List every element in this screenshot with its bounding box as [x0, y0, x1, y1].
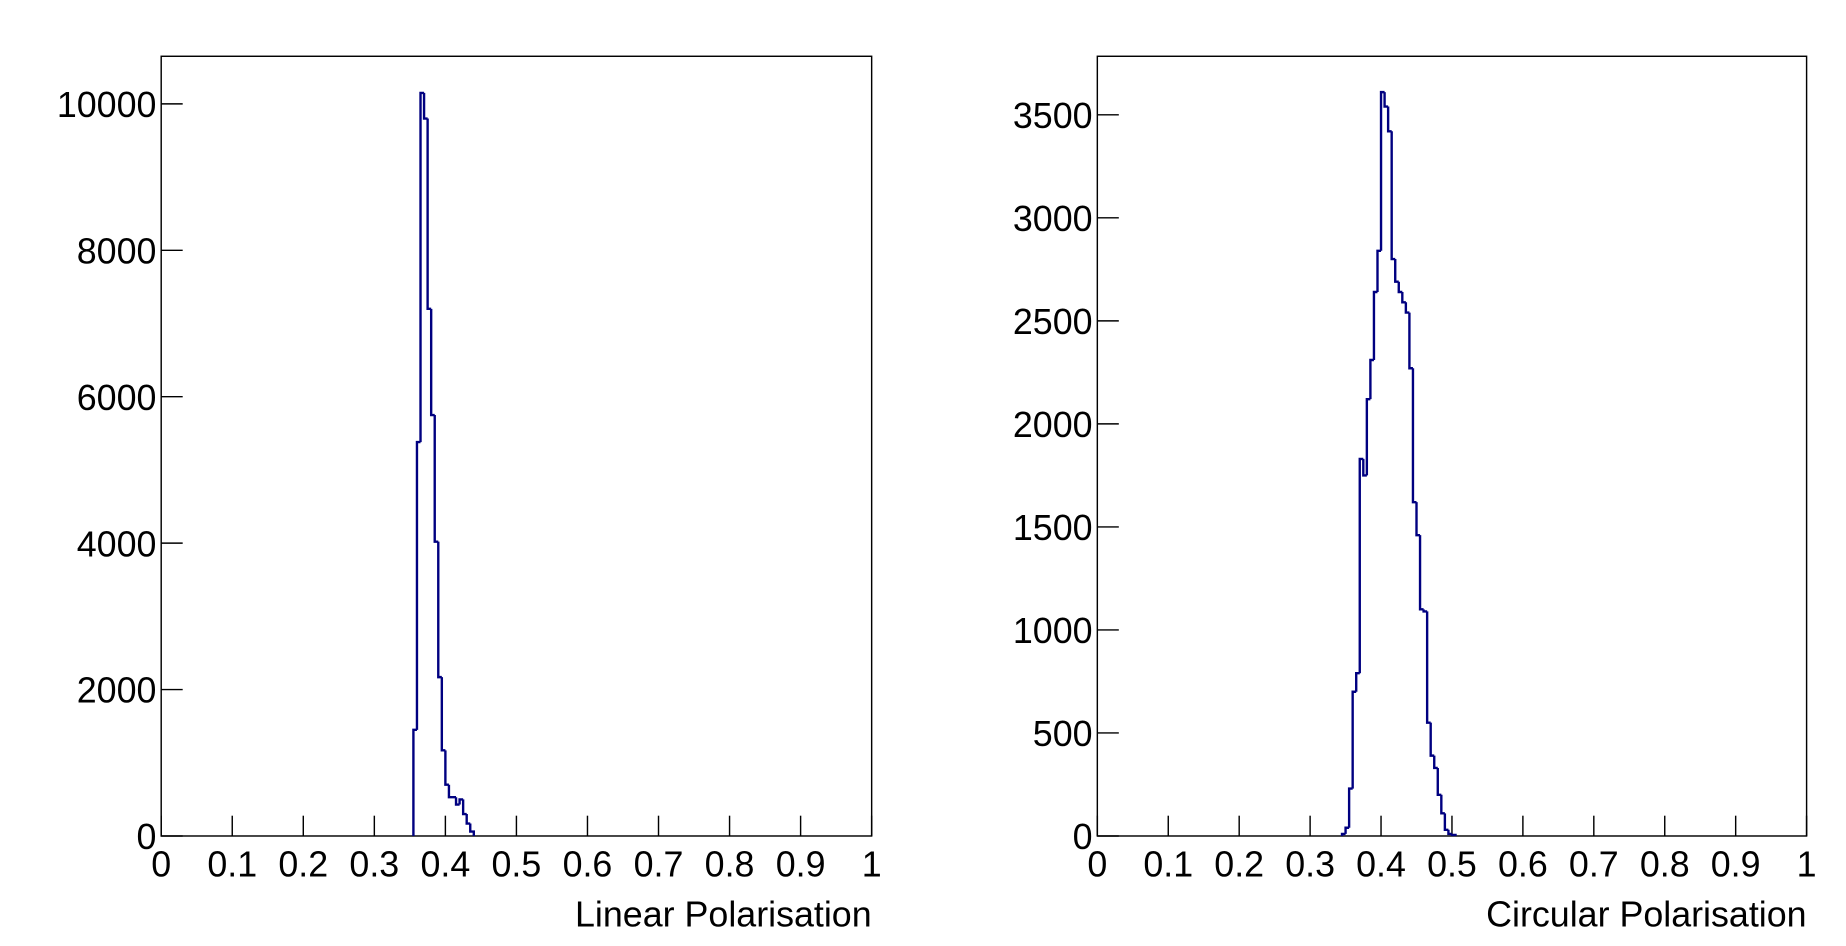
histogram-bin: [1379, 90, 1385, 251]
histogram-bin: [433, 415, 439, 543]
histogram-bin: [1355, 672, 1360, 692]
histogram-bin: [1443, 813, 1449, 832]
x-tick-label: 1: [1797, 845, 1817, 885]
y-tick-label: 2000: [1013, 405, 1093, 445]
histogram-bin: [419, 91, 425, 443]
histogram-bin: [1390, 131, 1396, 261]
x-tick-label: 0.3: [349, 845, 399, 885]
x-tick-label: 0.9: [1711, 845, 1761, 885]
y-tick-label: 0: [136, 817, 156, 857]
y-tick-label: 1000: [1013, 611, 1093, 651]
histogram-bin: [1358, 457, 1364, 674]
y-tick-label: 2500: [1013, 302, 1093, 342]
histogram-bin: [461, 799, 467, 816]
x-tick-label: 0: [151, 845, 171, 885]
histogram-bin: [1408, 312, 1413, 370]
x-tick-label: 0.7: [1569, 845, 1619, 885]
y-tick-label: 0: [1073, 817, 1093, 857]
histogram-bin: [1347, 787, 1353, 828]
x-tick-label: 0.2: [1214, 845, 1264, 885]
histogram-bin: [1450, 833, 1457, 837]
histogram-bin: [1436, 767, 1442, 796]
histogram-bin: [426, 118, 432, 311]
histogram-bin: [1376, 249, 1382, 293]
x-tick-label: 1: [862, 845, 882, 885]
histogram-bin: [1372, 290, 1378, 361]
y-tick-label: 3500: [1013, 96, 1093, 136]
histogram-bin: [1383, 92, 1389, 108]
histogram-bin: [1415, 502, 1421, 537]
histogram-bin: [412, 728, 417, 836]
y-tick-label: 6000: [77, 378, 157, 418]
histogram-bin: [1386, 106, 1392, 133]
x-tick-label: 0.3: [1285, 845, 1335, 885]
y-tick-label: 1500: [1013, 508, 1093, 548]
histogram-bin: [1422, 609, 1428, 613]
y-tick-label: 10000: [57, 85, 157, 125]
x-tick-label: 0.8: [1640, 845, 1690, 885]
x-axis-label: Linear Polarisation: [575, 895, 872, 935]
histogram-bin: [465, 814, 471, 825]
x-tick-label: 0.9: [776, 845, 826, 885]
x-tick-label: 0.7: [634, 845, 684, 885]
histogram-bin: [1401, 292, 1406, 304]
x-axis-label: Circular Polarisation: [1486, 895, 1806, 935]
x-tick-label: 0.1: [207, 845, 257, 885]
histogram-bin: [437, 541, 442, 679]
histogram-bin: [429, 308, 435, 417]
histogram-bin: [1397, 281, 1403, 294]
histogram-bin: [454, 797, 460, 806]
histogram-bin: [1447, 829, 1452, 836]
histogram-bin: [1394, 259, 1399, 283]
histogram-bin: [447, 784, 453, 799]
histogram-bin: [1433, 755, 1438, 770]
plot-frame: [160, 55, 873, 837]
y-tick-label: 8000: [77, 231, 157, 271]
histogram-bin: [415, 440, 421, 730]
x-tick-label: 0.1: [1143, 845, 1193, 885]
histogram-bin: [1404, 302, 1410, 314]
histogram-bin: [1365, 397, 1371, 476]
y-tick-label: 500: [1033, 714, 1093, 754]
histogram-bin: [1429, 722, 1435, 757]
plot-frame: [1096, 55, 1808, 837]
x-tick-label: 0.6: [563, 845, 613, 885]
x-tick-label: 0.4: [420, 845, 470, 885]
x-tick-label: 0.2: [278, 845, 328, 885]
x-tick-label: 0: [1087, 845, 1107, 885]
histogram-bin: [444, 750, 449, 786]
histogram-bin: [469, 823, 475, 836]
y-tick-label: 3000: [1013, 199, 1093, 239]
histogram-bin: [1411, 368, 1417, 504]
x-tick-label: 0.4: [1356, 845, 1406, 885]
histogram-bin: [1440, 794, 1445, 815]
y-tick-label: 4000: [77, 524, 157, 564]
y-tick-label: 2000: [77, 671, 157, 711]
histogram-bin: [422, 92, 428, 120]
histogram-bin: [1425, 611, 1431, 724]
histogram-bin: [1351, 690, 1357, 789]
histogram-bin: [1418, 535, 1424, 611]
x-tick-label: 0.5: [492, 845, 542, 885]
x-tick-label: 0.6: [1498, 845, 1548, 885]
histogram-bin: [1369, 358, 1374, 400]
histogram-bin: [1344, 826, 1350, 834]
histogram-bin: [440, 677, 446, 752]
histogram-bin: [1362, 458, 1367, 477]
x-tick-label: 0.5: [1427, 845, 1477, 885]
x-tick-label: 0.8: [705, 845, 755, 885]
